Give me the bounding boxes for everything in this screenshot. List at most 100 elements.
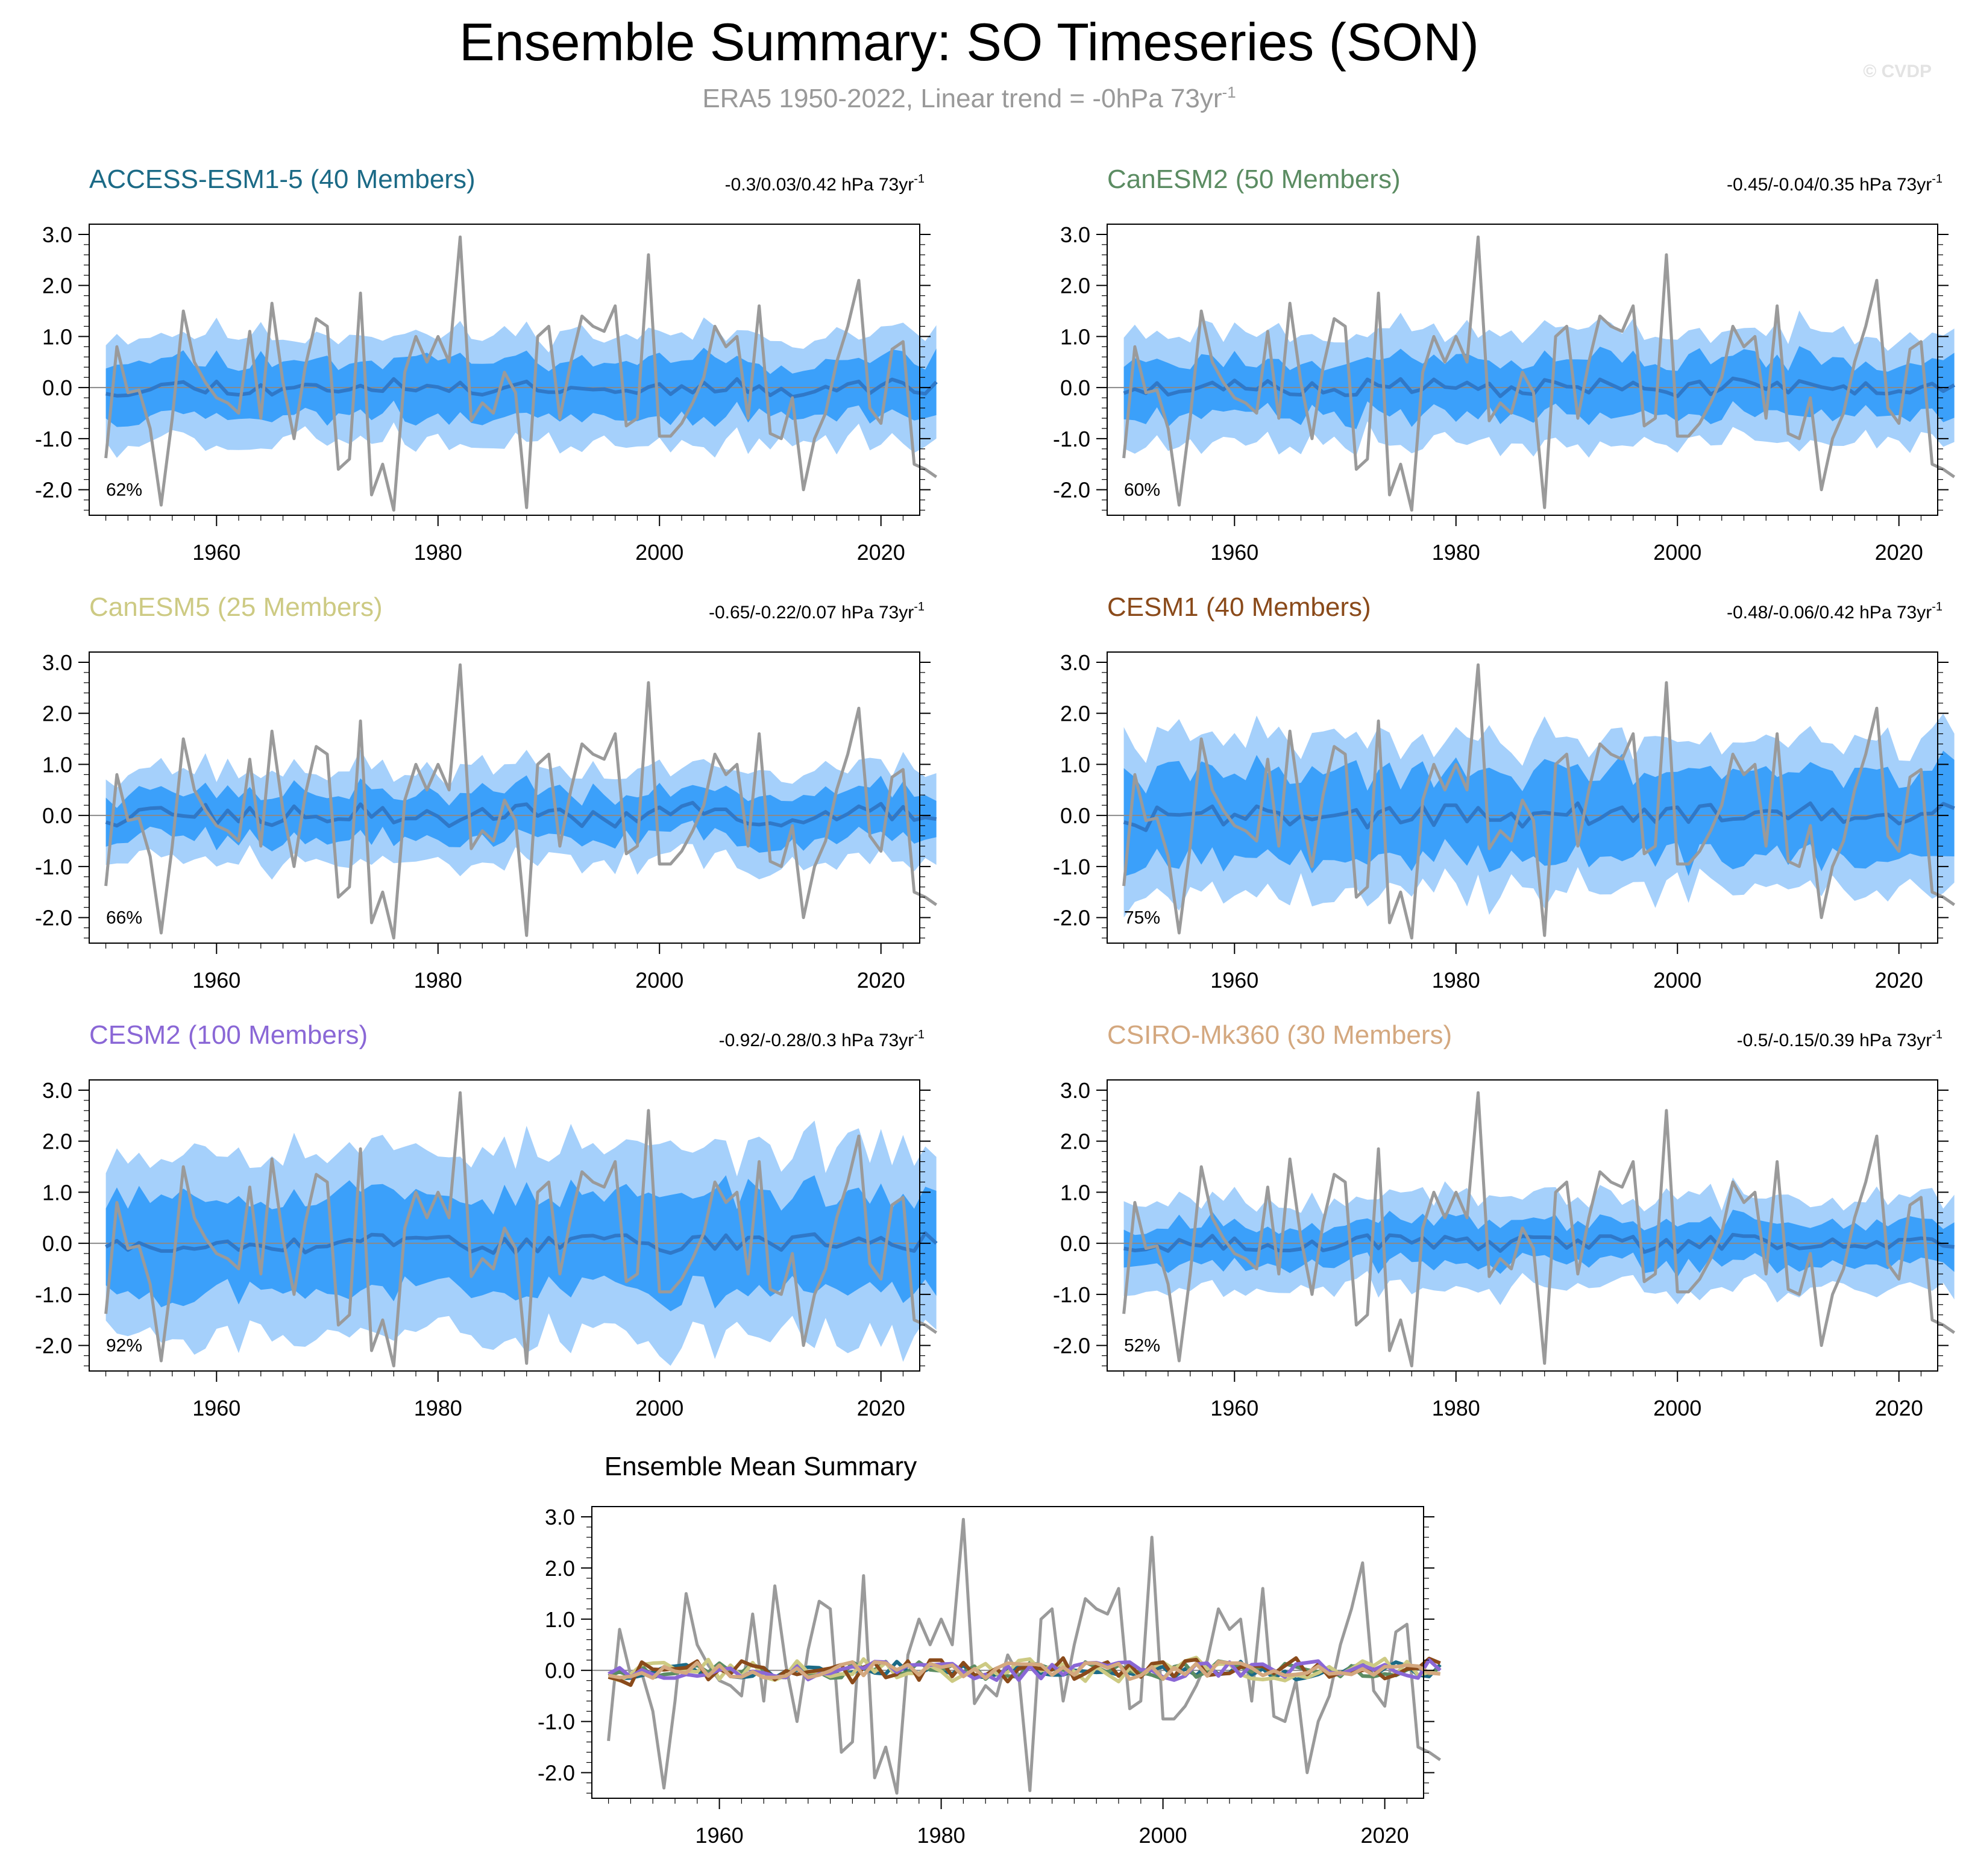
panel-4-xtick-label: 1960 — [1210, 968, 1258, 993]
panel-3-title: CanESM5 (25 Members) — [89, 592, 383, 622]
panel-1-ytick-label: -2.0 — [35, 478, 72, 503]
panel-3-ytick-label: 2.0 — [42, 701, 72, 726]
summary-observed-line — [607, 1517, 1442, 1795]
panel-4-xtick-label: 2020 — [1875, 968, 1923, 993]
panel-5-percent-label: 92% — [106, 1336, 142, 1356]
panel-2-ytick-label: -2.0 — [1053, 478, 1090, 503]
panel-3-trend-sup: -1 — [914, 600, 925, 613]
panel-5-ytick-label: -1.0 — [35, 1282, 72, 1307]
panel-5-ensemble-mean-line — [105, 1231, 938, 1255]
panel-3-percent-label: 66% — [106, 908, 142, 928]
panel-1-title: ACCESS-ESM1-5 (40 Members) — [89, 165, 476, 194]
panel-3-xtick-label: 1980 — [414, 968, 462, 993]
panel-1: 3.0 2.0 1.0 0.0 -1.0 -2.0 1960 1980 2000 2020 ACCE… — [35, 165, 938, 565]
panel-4-title: CESM1 (40 Members) — [1107, 592, 1371, 622]
panel-2-title: CanESM2 (50 Members) — [1107, 165, 1401, 194]
panel-5-xtick-label: 1980 — [414, 1396, 462, 1420]
panel-2: 3.0 2.0 1.0 0.0 -1.0 -2.0 1960 1980 2000 2020 CanE… — [1053, 165, 1956, 565]
copyright-watermark: © CVDP — [1863, 61, 1932, 81]
panel-2-xtick-label: 2020 — [1875, 540, 1923, 565]
panel-1-ytick-label: 3.0 — [42, 222, 72, 247]
panel-4-ytick-label: 3.0 — [1060, 650, 1090, 675]
panel-3-ytick-label: 1.0 — [42, 752, 72, 777]
panel-3-ytick-label: 0.0 — [42, 803, 72, 828]
panel-5-xtick-label: 2000 — [635, 1396, 683, 1420]
panel-6-trend-text: -0.5/-0.15/0.39 hPa 73yr — [1737, 1031, 1932, 1050]
panel-5-xtick-label: 2020 — [857, 1396, 905, 1420]
panel-4-percent-label: 75% — [1124, 908, 1160, 928]
panel-3-xtick-label: 1960 — [192, 968, 240, 993]
panel-1-trend-text: -0.3/0.03/0.42 hPa 73yr — [725, 175, 914, 195]
summary-ytick-label: 2.0 — [545, 1556, 575, 1581]
panel-4: 3.0 2.0 1.0 0.0 -1.0 -2.0 1960 1980 2000 2020 CESM… — [1053, 592, 1956, 993]
panel-2-xtick-label: 1960 — [1210, 540, 1258, 565]
summary-xtick-label: 2000 — [1139, 1823, 1187, 1848]
panel-5-ytick-label: -2.0 — [35, 1334, 72, 1358]
panel-6-ytick-label: 1.0 — [1060, 1180, 1090, 1205]
panel-5-title: CESM2 (100 Members) — [89, 1020, 368, 1050]
panel-1-ytick-label: -1.0 — [35, 427, 72, 451]
panel-4-ytick-label: -2.0 — [1053, 906, 1090, 930]
summary-xtick-label: 2020 — [1361, 1823, 1409, 1848]
panel-2-percent-label: 60% — [1124, 480, 1160, 500]
summary-xtick-label: 1960 — [696, 1823, 744, 1848]
panel-3-ensemble-mean-line — [105, 801, 937, 829]
panel-2-ytick-label: 0.0 — [1060, 375, 1090, 400]
panel-2-trend-sup: -1 — [1932, 172, 1943, 186]
panel-6-xtick-label: 1960 — [1210, 1396, 1258, 1420]
panel-group: 3.0 2.0 1.0 0.0 -1.0 -2.0 1960 1980 2000 2020 ACCE… — [35, 165, 1956, 1420]
panel-4-ytick-label: 2.0 — [1060, 701, 1090, 726]
panel-2-observed-line — [1122, 235, 1956, 512]
panel-2-ytick-label: 3.0 — [1060, 222, 1090, 247]
panel-1-ytick-label: 0.0 — [42, 375, 72, 400]
panel-6-observed-line — [1122, 1091, 1956, 1367]
panel-1-xtick-label: 2020 — [857, 540, 905, 565]
panel-1-percent-label: 62% — [106, 480, 142, 500]
panel-5: 3.0 2.0 1.0 0.0 -1.0 -2.0 1960 1980 2000 2020 CESM… — [35, 1020, 938, 1420]
panel-3-ytick-label: 3.0 — [42, 650, 72, 675]
panel-4-xtick-label: 2000 — [1653, 968, 1701, 993]
panel-2-trend-text: -0.45/-0.04/0.35 hPa 73yr — [1727, 175, 1932, 195]
figure-subtitle: ERA5 1950-2022, Linear trend = -0hPa 73y… — [702, 83, 1236, 113]
panel-3-inner-band — [105, 775, 937, 853]
figure-title: Ensemble Summary: SO Timeseries (SON) — [459, 12, 1479, 72]
panel-4-ytick-label: -1.0 — [1053, 855, 1090, 879]
panel-4-ytick-label: 1.0 — [1060, 752, 1090, 777]
panel-6-title: CSIRO-Mk360 (30 Members) — [1107, 1020, 1452, 1050]
summary-ytick-label: 1.0 — [545, 1607, 575, 1632]
summary-ytick-label: 3.0 — [545, 1505, 575, 1529]
panel-6-trend-sup: -1 — [1932, 1028, 1943, 1041]
summary-mean-line-4 — [608, 1656, 1441, 1687]
summary-ytick-label: -2.0 — [538, 1761, 575, 1786]
panel-5-xtick-label: 1960 — [192, 1396, 240, 1420]
panel-1-observed-line — [104, 235, 938, 512]
panel-6-xtick-label: 2020 — [1875, 1396, 1923, 1420]
panel-5-ytick-label: 0.0 — [42, 1231, 72, 1256]
ensemble-mean-summary: Ensemble Mean Summary 3.0 2.0 1.0 0.0 -1.0 -2.… — [538, 1452, 1442, 1848]
panel-4-trend: -0.48/-0.06/0.42 hPa 73yr-1 — [1727, 600, 1943, 623]
panel-3-ytick-label: -2.0 — [35, 906, 72, 930]
summary-mean-line-3 — [608, 1655, 1441, 1684]
panel-6: 3.0 2.0 1.0 0.0 -1.0 -2.0 1960 1980 2000 2020 CSIR… — [1053, 1020, 1956, 1420]
panel-6-ytick-label: -2.0 — [1053, 1334, 1090, 1358]
panel-1-xtick-label: 1980 — [414, 540, 462, 565]
figure-subtitle-text: ERA5 1950-2022, Linear trend = -0hPa 73y… — [702, 84, 1222, 113]
panel-1-ytick-label: 1.0 — [42, 324, 72, 349]
panel-6-ytick-label: 0.0 — [1060, 1231, 1090, 1256]
panel-4-ytick-label: 0.0 — [1060, 803, 1090, 828]
panel-1-trend-sup: -1 — [914, 172, 925, 186]
panel-2-ensemble-mean-line — [1123, 376, 1956, 398]
panel-2-ytick-label: -1.0 — [1053, 427, 1090, 451]
panel-1-ytick-label: 2.0 — [42, 274, 72, 298]
panel-6-ensemble-mean-line — [1123, 1232, 1955, 1254]
panel-5-trend: -0.92/-0.28/0.3 hPa 73yr-1 — [719, 1028, 925, 1050]
summary-mean-line-6 — [608, 1660, 1440, 1681]
panel-4-trend-text: -0.48/-0.06/0.42 hPa 73yr — [1727, 603, 1932, 623]
panel-5-ytick-label: 3.0 — [42, 1078, 72, 1103]
panel-4-observed-line — [1122, 663, 1956, 940]
summary-ytick-label: 0.0 — [545, 1658, 575, 1683]
panel-3-trend: -0.65/-0.22/0.07 hPa 73yr-1 — [709, 600, 925, 623]
panel-3-xtick-label: 2020 — [857, 968, 905, 993]
panel-2-trend: -0.45/-0.04/0.35 hPa 73yr-1 — [1727, 172, 1943, 195]
figure-subtitle-sup: -1 — [1222, 83, 1236, 101]
